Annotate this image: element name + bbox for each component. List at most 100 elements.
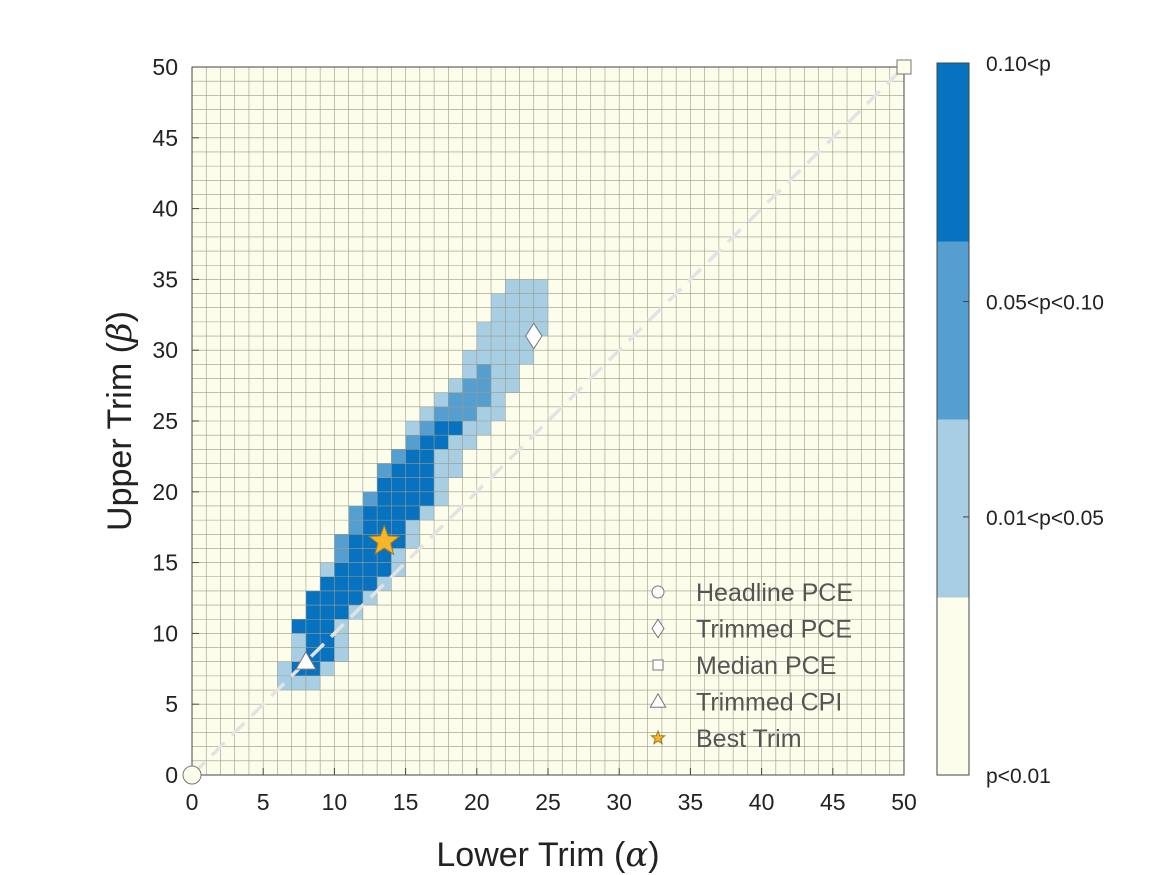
heatmap-cell: [462, 350, 477, 365]
y-tick-label: 35: [152, 266, 178, 292]
heatmap-cell: [320, 590, 335, 606]
heatmap-cell: [419, 435, 435, 450]
axes-ticks: 0 5 10 15 20 25 30 35 40 45 50 0 5 10 15 20 25 30 35 40 45 50: [152, 54, 916, 815]
heatmap-cell: [405, 505, 420, 521]
heatmap-cell: [377, 548, 392, 563]
heatmap-cell: [291, 619, 306, 634]
heatmap-cell: [491, 378, 506, 393]
heatmap-cell: [320, 661, 335, 676]
heatmap-cell: [391, 520, 406, 535]
heatmap-cell: [377, 505, 392, 521]
heatmap-cell: [491, 307, 506, 322]
heatmap-cell: [462, 406, 477, 421]
heatmap-cell: [405, 435, 420, 450]
heatmap-cell: [362, 576, 378, 591]
heatmap-cell: [491, 406, 506, 421]
heatmap-cell: [434, 491, 449, 506]
heatmap-cell: [320, 619, 335, 634]
legend-label: Trimmed PCE: [696, 616, 852, 644]
y-tick-label: 10: [152, 620, 178, 646]
heatmap-cell: [320, 647, 335, 662]
heatmap-cell: [305, 590, 321, 606]
heatmap-cell: [348, 590, 363, 606]
y-tick-label: 45: [152, 125, 178, 151]
y-tick-label: 15: [152, 550, 178, 576]
heatmap-cell: [348, 505, 363, 521]
heatmap-cell: [448, 378, 463, 393]
heatmap-cell: [476, 406, 492, 421]
heatmap-cell: [334, 590, 349, 606]
x-tick-label: 50: [891, 789, 917, 815]
colorbar: p<0.01 0.01<p<0.05 0.05<p<0.10 0.10<p: [936, 53, 1104, 788]
heatmap-cell: [462, 364, 477, 379]
headline-pce-marker: [182, 765, 202, 785]
heatmap-cell: [391, 491, 406, 506]
heatmap-cell: [348, 562, 363, 577]
heatmap-cell: [419, 477, 435, 492]
legend-label: Median PCE: [696, 652, 836, 680]
heatmap-cell: [362, 505, 378, 521]
x-tick-label: 5: [257, 789, 270, 815]
heatmap-cell: [277, 661, 292, 676]
legend-star-icon: [649, 729, 667, 745]
heatmap-cell: [291, 675, 306, 691]
colorbar-frame: [936, 62, 970, 776]
heatmap-cell: [348, 548, 363, 563]
heatmap-cell: [505, 350, 520, 365]
heatmap-cell: [476, 364, 492, 379]
heatmap-cell: [419, 505, 435, 521]
heatmap-cell: [505, 336, 520, 351]
heatmap-cell: [320, 576, 335, 591]
heatmap-cell: [519, 279, 534, 294]
heatmap-cell: [405, 477, 420, 492]
trimmed-pce-marker: [524, 322, 543, 350]
heatmap-cell: [448, 463, 463, 478]
legend-diamond-icon: [651, 618, 665, 639]
x-tick-label: 35: [678, 789, 704, 815]
heatmap-cell: [505, 307, 520, 322]
legend: Headline PCE Trimmed PCE Median PCE Trimmed…: [649, 579, 853, 753]
colorbar-segment: [937, 241, 969, 420]
chart-markers: [182, 59, 912, 785]
heatmap-cell: [334, 534, 349, 549]
heatmap-cell: [491, 293, 506, 308]
heatmap-cell: [434, 435, 449, 450]
heatmap-cell: [305, 675, 321, 691]
median-pce-marker: [896, 59, 912, 75]
heatmap-cell: [362, 520, 378, 535]
x-tick-label: 30: [606, 789, 632, 815]
heatmap-cell: [419, 406, 435, 421]
heatmap-cell: [462, 421, 477, 436]
heatmap-cell: [505, 321, 520, 337]
x-tick-label: 15: [393, 789, 419, 815]
colorbar-label: 0.01<p<0.05: [986, 507, 1104, 530]
heatmap-cell: [505, 293, 520, 308]
x-tick-label: 45: [820, 789, 846, 815]
heatmap-cell: [519, 293, 534, 308]
legend-circle-icon: [651, 585, 665, 599]
y-tick-label: 5: [165, 691, 178, 717]
y-tick-label: 30: [152, 337, 178, 363]
heatmap-cell: [505, 364, 520, 379]
heatmap-cell: [405, 534, 420, 549]
heatmap-cell: [419, 449, 435, 464]
heatmap-cell: [320, 605, 335, 620]
heatmap-cell: [391, 463, 406, 478]
heatmap-cell: [305, 619, 321, 634]
y-tick-label: 0: [165, 762, 178, 788]
x-tick-label: 25: [535, 789, 561, 815]
heatmap-cell: [448, 406, 463, 421]
heatmap-cell: [334, 576, 349, 591]
heatmap-cell: [377, 562, 392, 577]
heatmap-cell: [434, 477, 449, 492]
heatmap-cell: [448, 449, 463, 464]
heatmap-cell: [491, 321, 506, 337]
heatmap-cell: [476, 350, 492, 365]
heatmap-cell: [391, 548, 406, 563]
x-axis-title: Lower Trim (α): [436, 835, 659, 875]
x-tick-label: 10: [322, 789, 348, 815]
y-tick-label: 50: [152, 54, 178, 80]
colorbar-segment: [937, 597, 969, 776]
legend-square-icon: [652, 659, 664, 671]
heatmap-cell: [334, 548, 349, 563]
